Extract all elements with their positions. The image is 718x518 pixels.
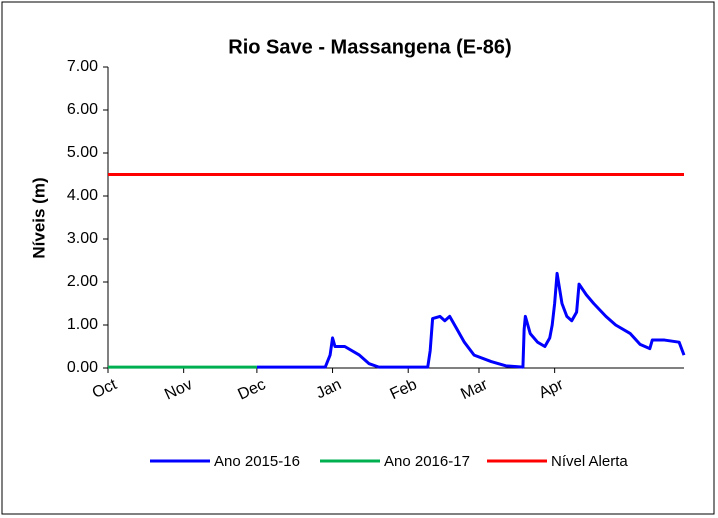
y-tick-label: 2.00 [67,273,98,290]
y-tick-label: 3.00 [67,230,98,247]
y-tick-label: 1.00 [67,316,98,333]
legend-label: Ano 2015-16 [214,453,300,470]
y-tick-label: 4.00 [67,187,98,204]
legend-label: Ano 2016-17 [384,453,470,470]
series-line [256,271,686,369]
legend-label: Nível Alerta [551,453,628,470]
y-tick-label: 0.00 [67,359,98,376]
y-tick-label: 6.00 [67,101,98,118]
y-axis-label: Níveis (m) [29,177,48,258]
y-tick-label: 7.00 [67,58,98,75]
y-tick-label: 5.00 [67,144,98,161]
chart-title: Rio Save - Massangena (E-86) [228,36,511,58]
